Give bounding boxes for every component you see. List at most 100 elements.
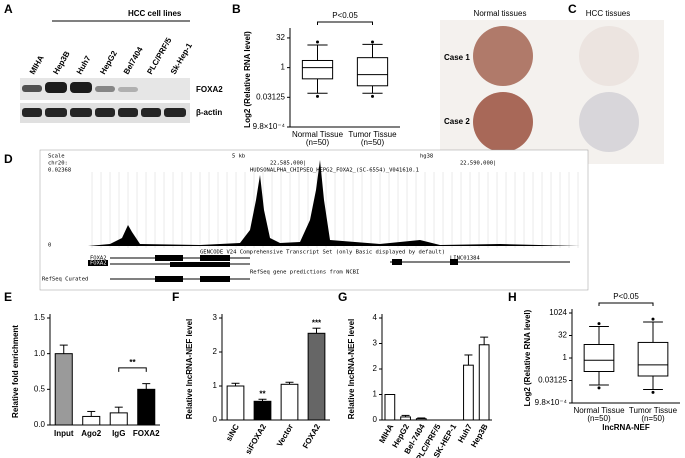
band	[22, 85, 42, 92]
exon	[155, 255, 183, 261]
annotation: P<0.05	[613, 292, 639, 301]
tissue-core	[579, 26, 639, 86]
y-tick-label: 9.8×10⁻⁴	[535, 398, 568, 407]
browser-text: HUDSONALPHA_CHIPSEQ_HEPG2_FOXA2_(SC-6554…	[250, 168, 419, 174]
lane-label: Huh7	[75, 54, 93, 76]
bar	[478, 344, 490, 421]
outlier	[651, 390, 655, 394]
y-tick-label: 2	[373, 364, 378, 373]
tissue-panel: Normal tissues HCC tissues Case 1 Case 2	[440, 9, 664, 164]
bar-label: **	[259, 389, 266, 398]
outlier	[597, 386, 601, 390]
x-tick-label: siFOXA2	[244, 422, 269, 456]
exon	[170, 262, 230, 267]
browser-text: RefSeq Curated	[42, 277, 88, 283]
bar	[109, 412, 128, 426]
x-tick-label: Normal Tissue	[573, 406, 625, 415]
browser-text: 0.02368	[48, 168, 71, 174]
bar	[226, 385, 245, 421]
bar	[54, 353, 73, 426]
bar	[463, 364, 474, 421]
band	[95, 86, 115, 92]
x-tick-label: FOXA2	[133, 429, 160, 438]
y-tick-label: 0.03125	[538, 376, 567, 385]
outlier	[371, 40, 374, 44]
tissue-core	[473, 92, 533, 152]
band	[118, 108, 138, 117]
exon	[200, 255, 230, 261]
band	[22, 108, 42, 117]
bracket	[598, 302, 654, 306]
x-tick-label: Input	[54, 429, 74, 438]
y-tick-label: 1	[281, 63, 286, 72]
y-tick-label: 4	[373, 313, 378, 322]
y-axis-label: Relative lncRNA-NEF level	[347, 319, 356, 419]
y-tick-label: 32	[558, 331, 567, 340]
exon	[155, 276, 183, 282]
box	[583, 344, 615, 372]
y-tick-label: 1.0	[34, 349, 46, 358]
genome-browser: Scale chr20: 0.02368 0 5 kb hg38 22,585,…	[39, 149, 589, 291]
tissue-core	[473, 26, 533, 86]
gene-box	[88, 260, 108, 266]
x-tick-label: Tumor Tissue	[348, 130, 397, 139]
y-tick-label: 1.5	[34, 313, 46, 322]
y-tick-label: 1	[563, 353, 568, 362]
y-axis-label: Log2 (Relative RNA level)	[523, 309, 532, 406]
exon	[392, 259, 402, 265]
group-label: HCC cell lines	[128, 9, 182, 18]
y-tick-label: 1024	[549, 308, 567, 317]
browser-text: chr20:	[48, 161, 68, 167]
tissue-core	[579, 92, 639, 152]
gene-label: FOXA2	[90, 256, 107, 262]
x-axis-label: lncRNA-NEF	[602, 423, 650, 432]
x-tick-sublabel: (n=50)	[306, 138, 330, 147]
band	[70, 108, 92, 117]
x-tick-label: Normal Tissue	[292, 130, 344, 139]
panel-label: C	[568, 2, 577, 16]
x-tick-sublabel: (n=50)	[361, 138, 385, 147]
band	[118, 87, 138, 92]
y-tick-label: 3	[213, 313, 218, 322]
bracket	[118, 367, 147, 372]
bar	[307, 332, 326, 421]
western-blot: HCC cell lines FOXA2 β-actin	[20, 9, 223, 123]
bar	[253, 400, 272, 421]
bracket	[317, 21, 373, 25]
band-label: β-actin	[196, 108, 222, 117]
y-axis-label: Relative fold enrichment	[11, 325, 20, 418]
outlier	[651, 317, 655, 321]
row-label: Case 1	[444, 53, 470, 62]
outlier	[597, 322, 601, 326]
browser-text: Scale	[48, 154, 65, 160]
y-axis-label: Relative lncRNA-NEF level	[185, 319, 194, 419]
box	[637, 341, 669, 377]
outlier	[371, 94, 374, 98]
x-tick-label: Tumor Tissue	[629, 406, 678, 415]
outlier	[316, 94, 319, 98]
bar	[384, 394, 396, 421]
box	[301, 59, 334, 80]
y-tick-label: 9.8×10⁻⁴	[253, 122, 286, 131]
outlier	[316, 40, 319, 44]
panel-label: H	[508, 290, 517, 304]
band	[70, 82, 92, 93]
bar	[82, 415, 101, 426]
lane-label: MIHA	[28, 54, 46, 76]
x-tick-label: Ago2	[81, 429, 102, 438]
y-tick-label: 1	[213, 381, 218, 390]
band-label: FOXA2	[196, 85, 223, 94]
lane-label: Hep3B	[51, 49, 72, 76]
bands	[22, 82, 186, 117]
panel-label: B	[232, 2, 241, 16]
bar	[137, 388, 156, 426]
y-tick-label: 3	[373, 339, 378, 348]
browser-text: 22,590,000|	[460, 161, 496, 167]
exon	[450, 259, 458, 265]
x-tick-label: FOXA2	[301, 422, 322, 450]
browser-text: GENCODE V24 Comprehensive Transcript Set…	[200, 250, 445, 256]
gene-label: FOXA2	[90, 261, 107, 267]
x-tick-label: siNC	[224, 422, 241, 442]
browser-text: 22,585,000|	[270, 161, 306, 167]
y-tick-label: 2	[213, 347, 218, 356]
